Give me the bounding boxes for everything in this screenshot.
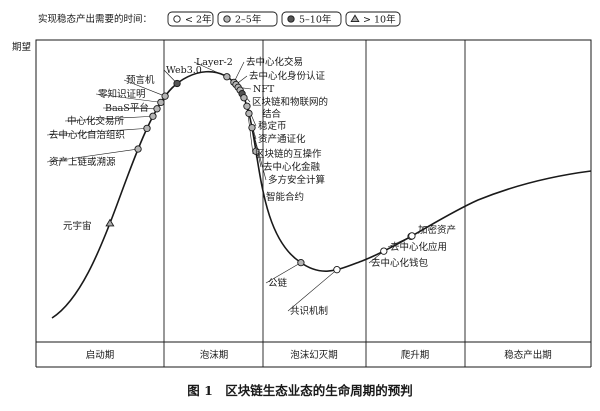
data-marker-point-16 — [243, 102, 251, 110]
data-marker-point-2 — [134, 145, 142, 153]
data-label-point-13: 区块链和物联网的结合 — [252, 96, 328, 120]
leader-line — [46, 148, 139, 163]
data-label-point-14: 稳定币 — [258, 120, 287, 132]
data-marker-point-17 — [245, 109, 253, 118]
data-label-point-9: Layer-2 — [196, 57, 233, 68]
phase-label-1: 启动期 — [86, 349, 115, 361]
data-label-point-23: 去中心化应用 — [390, 241, 447, 253]
data-label-point-15: 资产通证化 — [258, 133, 306, 145]
leader-line — [265, 262, 302, 284]
data-marker-point-7 — [161, 92, 169, 100]
legend-label-lt2: < 2年 — [185, 14, 212, 26]
leader-line — [387, 236, 412, 248]
data-label-point-2: 资产上链或溯源 — [49, 156, 116, 168]
leader-line — [95, 93, 161, 103]
leader-line — [248, 113, 262, 168]
data-marker-point-6 — [157, 98, 165, 107]
data-label-point-10: 去中心化交易 — [246, 56, 303, 68]
legend-box-2to5 — [217, 11, 278, 27]
data-label-point-18: 多方安全计算 — [268, 174, 325, 186]
data-label-point-1: 元宇宙 — [63, 220, 92, 232]
leader-line — [64, 115, 153, 122]
data-marker-point-3 — [143, 124, 151, 133]
legend-box-gt10 — [345, 11, 401, 27]
leader-line — [102, 107, 158, 110]
data-label-point-7: 预言机 — [126, 74, 155, 86]
plot-frame — [35, 39, 592, 343]
data-marker-point-24 — [408, 232, 416, 240]
legend-marker-gt10 — [350, 14, 360, 23]
figure-caption: 图 1 区块链生态业态的生命周期的预判 — [187, 383, 413, 398]
data-marker-point-20 — [297, 258, 305, 267]
phase-label-3: 泡沫幻灭期 — [290, 349, 338, 361]
data-marker-point-22 — [380, 247, 388, 255]
data-label-point-24: 加密资产 — [418, 224, 456, 236]
data-marker-point-21 — [333, 266, 341, 274]
leader-line — [251, 127, 267, 181]
data-marker-point-18 — [248, 123, 256, 132]
legend-box-5to10 — [281, 11, 342, 27]
legend-marker-lt2 — [173, 15, 181, 23]
phase-label-4: 爬升期 — [401, 350, 430, 361]
data-label-point-11: 去中心化身份认证 — [249, 70, 326, 82]
data-marker-point-8 — [173, 79, 181, 88]
leader-line — [233, 61, 245, 83]
data-label-point-19: 智能合约 — [266, 191, 304, 203]
data-label-point-4: 中心化交易所 — [67, 115, 125, 127]
leader-line — [123, 79, 166, 97]
legend: 实现稳态产出需要的时间： < 2年 2–5年 5–10年 > 10年 — [38, 11, 401, 27]
leader-line — [193, 61, 227, 78]
legend-label-gt10: > 10年 — [363, 14, 396, 26]
data-marker-point-1 — [105, 218, 115, 227]
data-label-point-12: NFT — [253, 84, 275, 95]
phase-label-2: 泡沫期 — [200, 349, 229, 361]
data-label-point-22: 去中心化钱包 — [371, 257, 429, 269]
data-marker-point-15 — [240, 94, 248, 102]
legend-box-lt2 — [167, 11, 214, 27]
data-label-point-20: 公链 — [268, 277, 288, 289]
phase-label-5: 稳态产出期 — [504, 349, 552, 361]
data-label-point-16: 区块链的互操作 — [255, 148, 322, 160]
data-label-point-8: Web3.0 — [166, 65, 202, 76]
y-axis-title: 期望 — [12, 41, 31, 53]
leader-line — [255, 151, 265, 198]
legend-label-2to5: 2–5年 — [235, 14, 262, 26]
data-label-point-3: 去中心化自治组织 — [49, 129, 125, 141]
leader-line — [46, 128, 148, 136]
data-label-point-17: 去中心化金融 — [263, 161, 321, 173]
data-marker-point-9 — [223, 73, 231, 81]
data-marker-point-5 — [153, 105, 161, 113]
legend-marker-2to5 — [223, 15, 231, 23]
data-marker-point-4 — [149, 112, 157, 120]
data-label-point-6: 零知识证明 — [98, 88, 146, 100]
legend-marker-5to10 — [287, 15, 295, 23]
leader-line — [287, 269, 338, 312]
data-label-point-21: 共识机制 — [290, 305, 328, 317]
data-marker-point-19 — [252, 147, 260, 155]
data-label-point-5: BaaS平台 — [105, 102, 149, 114]
legend-label-5to10: 5–10年 — [299, 14, 332, 26]
legend-title: 实现稳态产出需要的时间： — [38, 13, 152, 25]
